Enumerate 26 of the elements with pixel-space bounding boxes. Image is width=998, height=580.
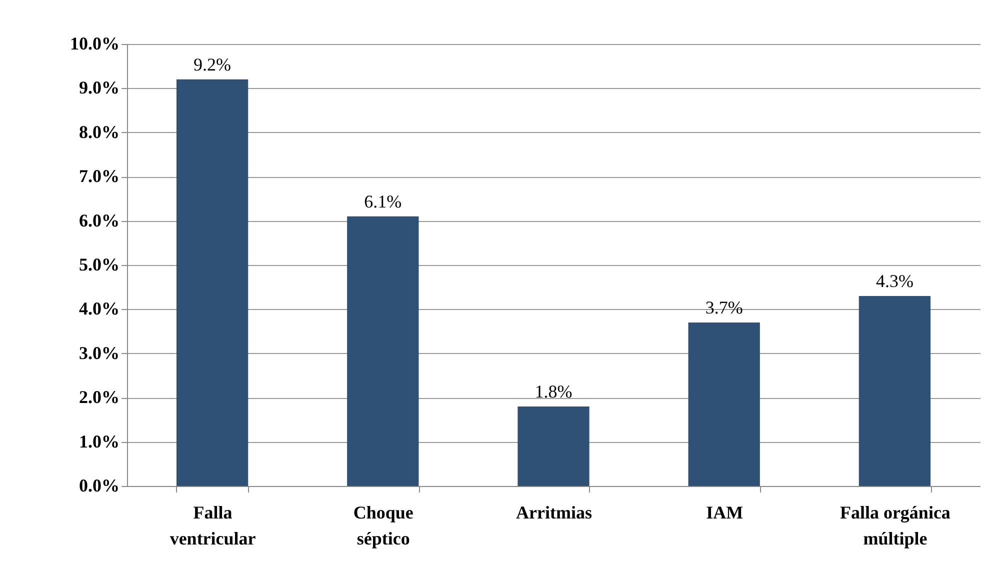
y-tick-label: 4.0%: [79, 298, 120, 319]
data-label: 4.3%: [876, 270, 914, 291]
bar: [176, 79, 248, 486]
y-tick-label: 6.0%: [79, 210, 120, 230]
x-tick-label: Falla ventricular: [170, 502, 256, 548]
y-tick-label: 10.0%: [70, 34, 120, 54]
bar: [858, 296, 931, 486]
y-tick-label: 3.0%: [79, 342, 120, 363]
y-tick-label: 2.0%: [79, 387, 120, 408]
bar: [688, 322, 760, 486]
y-tick-label: 1.0%: [79, 431, 120, 452]
y-tick-label: 8.0%: [79, 122, 120, 142]
data-label: 9.2%: [194, 54, 232, 74]
bar: [347, 216, 419, 486]
x-tick-label: Arritmias: [516, 502, 592, 522]
y-tick-label: 0.0%: [79, 476, 120, 496]
y-tick-label: 5.0%: [79, 254, 120, 274]
y-tick-label: 7.0%: [79, 166, 120, 186]
data-label: 1.8%: [534, 381, 572, 402]
x-tick-label: Falla orgánica múltiple: [840, 502, 950, 548]
bar: [518, 406, 590, 486]
data-label: 3.7%: [705, 297, 743, 318]
x-tick-label: IAM: [706, 502, 744, 522]
x-tick-label: Choque séptico: [353, 502, 414, 548]
y-tick-label: 9.0%: [79, 78, 120, 98]
data-label: 6.1%: [364, 191, 402, 212]
